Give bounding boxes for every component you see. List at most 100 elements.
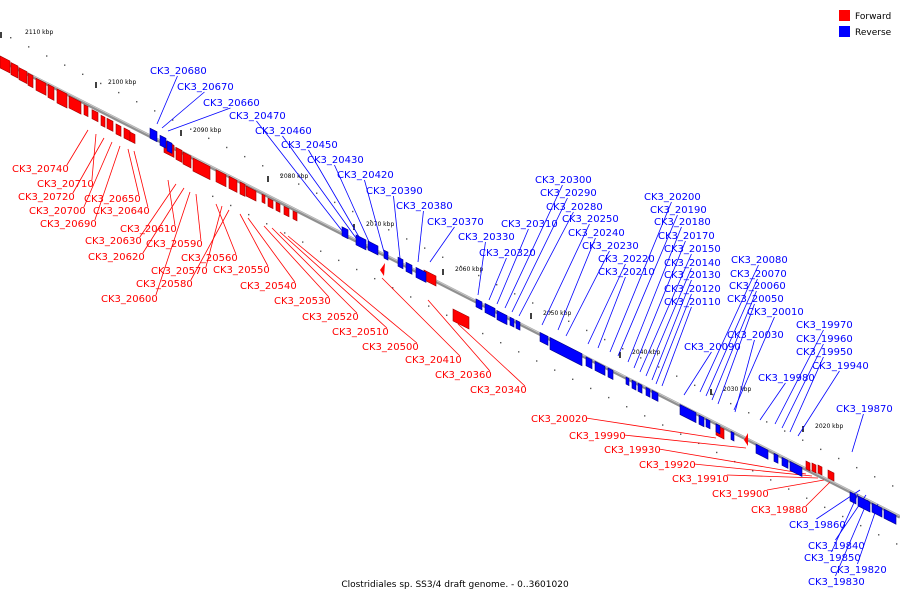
tick-dot <box>424 247 426 249</box>
leader-line <box>835 499 869 577</box>
tick-dot <box>874 476 876 478</box>
leader-line <box>655 293 692 385</box>
forward-gene <box>175 146 183 163</box>
reverse-gene <box>149 127 158 143</box>
leader-line <box>651 279 692 381</box>
forward-gene <box>56 88 68 109</box>
tick-dot <box>64 64 66 66</box>
tick-dot <box>316 192 318 194</box>
gene-label: CK3_20580 <box>136 279 193 290</box>
forward-gene <box>283 205 290 218</box>
gene-label: CK3_20640 <box>93 206 150 217</box>
tick-dot <box>856 466 858 469</box>
legend-reverse-label: Reverse <box>855 28 892 38</box>
tick-dot <box>860 524 862 527</box>
legend: Forward Reverse <box>839 10 892 38</box>
gene-label: CK3_19980 <box>758 373 815 384</box>
tick-dot <box>478 274 480 277</box>
reverse-gene <box>789 460 803 477</box>
leader-line <box>851 413 864 453</box>
forward-gene <box>35 77 47 96</box>
gene-label: CK3_20360 <box>435 370 492 381</box>
leader-line <box>597 276 626 349</box>
gene-label: CK3_20410 <box>405 355 462 366</box>
reverse-gene <box>849 491 857 505</box>
forward-gene <box>452 308 470 330</box>
gene-label: CK3_20370 <box>427 217 484 228</box>
tick-dot <box>136 101 138 103</box>
gene-label: CK3_19920 <box>639 460 696 471</box>
forward-gene <box>10 62 19 79</box>
gene-label: CK3_20470 <box>229 111 286 122</box>
leader-line <box>279 231 388 329</box>
scale-label: 2080 kbp <box>280 173 308 180</box>
forward-gene <box>68 95 82 115</box>
leader-line <box>623 434 747 449</box>
reverse-gene <box>607 367 614 380</box>
reverse-gene <box>367 240 379 256</box>
forward-gene <box>239 181 246 197</box>
reverse-gene <box>405 261 413 275</box>
reverse-gene <box>715 423 721 435</box>
reverse-gene <box>585 356 593 370</box>
forward-gene <box>115 123 122 137</box>
tick-dot <box>244 155 246 158</box>
reverse-gene <box>166 140 173 154</box>
reverse-gene <box>475 298 483 311</box>
gene-label: CK3_20530 <box>274 296 331 307</box>
tick-dot <box>262 165 264 167</box>
tick-dot <box>802 439 804 441</box>
tick-dot <box>766 421 768 423</box>
tick-dot <box>374 277 376 280</box>
tick-dot <box>892 485 894 487</box>
tick-dot <box>518 351 520 353</box>
leader-line <box>167 107 231 132</box>
gene-label: CK3_20550 <box>213 265 270 276</box>
leader-line <box>142 187 185 254</box>
leader-line <box>247 217 296 283</box>
tick-dot <box>28 46 30 48</box>
leader-line <box>766 479 825 491</box>
leader-line <box>334 164 371 245</box>
reverse-gene <box>705 418 711 430</box>
reverse-gene <box>871 502 883 518</box>
leader-line <box>417 210 424 263</box>
tick-dot <box>608 396 610 399</box>
forward-gene <box>192 157 211 181</box>
leader-line <box>699 264 759 393</box>
forward-gene <box>27 72 34 89</box>
tick-dot <box>536 360 538 362</box>
gene-label: CK3_20740 <box>12 164 69 175</box>
tick-dot <box>100 82 102 85</box>
forward-gene <box>817 464 823 476</box>
gene-label: CK3_20610 <box>120 224 177 235</box>
leader-line <box>781 343 824 429</box>
forward-gene <box>275 201 281 213</box>
tick-dot <box>284 232 286 234</box>
leader-line <box>504 184 563 309</box>
leader-line <box>127 148 140 196</box>
leader-line <box>639 253 692 373</box>
tick-dot <box>514 293 516 295</box>
leader-line <box>683 351 712 396</box>
leader-line <box>271 227 358 314</box>
scale-label: 2040 kbp <box>632 349 660 356</box>
tick-dot <box>190 128 192 130</box>
tick-dot <box>842 515 844 518</box>
tick-dot <box>428 305 430 307</box>
legend-reverse-swatch <box>839 26 850 37</box>
forward-gene <box>245 185 257 202</box>
forward-gene <box>123 127 131 142</box>
tick-dot <box>388 229 390 231</box>
tick-dot <box>154 110 156 112</box>
reverse-gene <box>515 319 521 331</box>
gene-label: CK3_20200 <box>644 192 701 203</box>
leader-line <box>705 278 758 397</box>
scale-label: 2020 kbp <box>815 423 843 430</box>
leader-line <box>205 205 223 268</box>
forward-gene <box>106 117 114 132</box>
reverse-gene <box>496 310 508 326</box>
tick-dot <box>532 302 534 304</box>
tick-dot <box>370 219 372 222</box>
gene-label: CK3_20170 <box>658 231 715 242</box>
